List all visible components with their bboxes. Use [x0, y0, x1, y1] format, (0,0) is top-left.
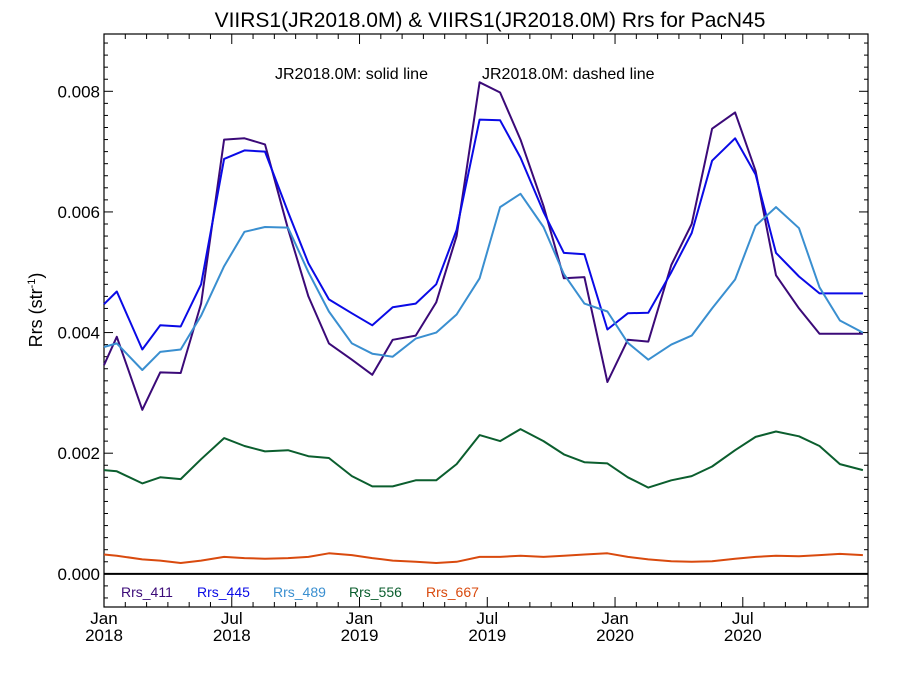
x-tick-month: Jan: [601, 609, 628, 628]
x-tick-month: Jul: [476, 609, 498, 628]
x-tick-month: Jul: [221, 609, 243, 628]
series-line-rrs-411: [103, 81, 863, 411]
x-tick-year: 2020: [596, 626, 634, 645]
y-axis-label-superscript: -1: [26, 279, 38, 289]
y-axis-label: Rrs (str-1): [26, 273, 46, 348]
x-tick-year: 2020: [724, 626, 762, 645]
x-tick-month: Jul: [732, 609, 754, 628]
x-tick-year: 2018: [213, 626, 251, 645]
series-line-rrs-556: [103, 428, 864, 489]
y-axis-tick-labels: 0.000 0.002 0.004 0.006 0.008: [57, 82, 100, 584]
x-axis-tick-labels: Jan2018Jul2018Jan2019Jul2019Jan2020Jul20…: [85, 609, 762, 645]
annotation-dashed: JR2018.0M: dashed line: [482, 66, 655, 83]
legend-item: Rrs_489: [273, 584, 326, 600]
chart-title: VIIRS1(JR2018.0M) & VIIRS1(JR2018.0M) Rr…: [215, 9, 766, 32]
legend-item: Rrs_667: [426, 584, 479, 600]
y-tick-label: 0.000: [57, 565, 100, 584]
annotation-solid: JR2018.0M: solid line: [275, 66, 428, 83]
y-axis-label-close: ): [26, 273, 46, 279]
legend: Rrs_411 Rrs_445 Rrs_489 Rrs_556 Rrs_667: [121, 584, 479, 600]
x-tick-month: Jan: [90, 609, 117, 628]
series-line-rrs-489: [103, 192, 864, 371]
y-tick-label: 0.008: [57, 82, 100, 101]
series-line-rrs-667: [103, 552, 863, 564]
y-tick-label: 0.006: [57, 203, 100, 222]
legend-item: Rrs_556: [349, 584, 402, 600]
y-tick-label: 0.004: [57, 324, 100, 343]
legend-item: Rrs_411: [121, 584, 173, 600]
x-tick-year: 2019: [468, 626, 506, 645]
x-tick-year: 2018: [85, 626, 123, 645]
y-tick-label: 0.002: [57, 444, 100, 463]
axis-ticks: [103, 34, 868, 607]
legend-item: Rrs_445: [197, 584, 250, 600]
series-lines: [103, 81, 864, 564]
y-axis-label-main: Rrs (str: [26, 288, 46, 347]
x-tick-month: Jan: [346, 609, 373, 628]
x-tick-year: 2019: [341, 626, 379, 645]
series-line-rrs-445: [103, 118, 863, 351]
